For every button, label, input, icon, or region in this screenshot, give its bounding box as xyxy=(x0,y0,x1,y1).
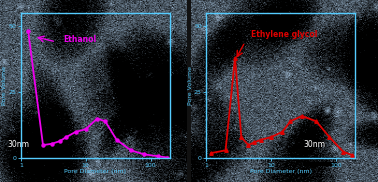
Y-axis label: Pore Volume: Pore Volume xyxy=(2,66,7,105)
X-axis label: Pore Diameter (nm): Pore Diameter (nm) xyxy=(64,169,127,174)
X-axis label: Pore Diameter (nm): Pore Diameter (nm) xyxy=(249,169,312,174)
Text: Ethylene glycol: Ethylene glycol xyxy=(251,29,318,39)
Text: 30nm: 30nm xyxy=(8,140,29,149)
Text: 30nm: 30nm xyxy=(303,140,325,149)
Text: Ethanol: Ethanol xyxy=(63,35,96,44)
Y-axis label: Pore Volume: Pore Volume xyxy=(187,66,192,105)
